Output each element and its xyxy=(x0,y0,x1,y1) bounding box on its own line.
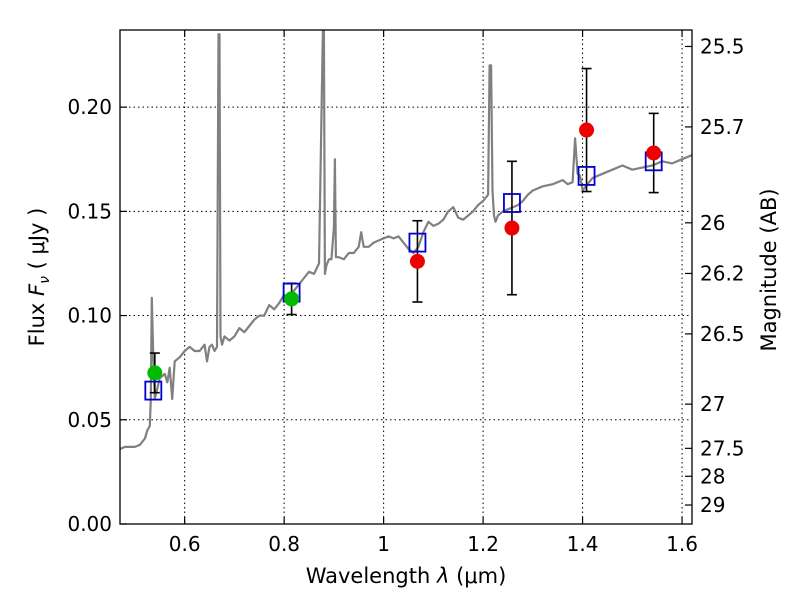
points-layer xyxy=(144,67,663,401)
ticks xyxy=(120,30,692,525)
grid xyxy=(120,30,692,525)
plot-frame xyxy=(119,29,693,525)
model-square xyxy=(408,232,427,253)
y-tick-label: 0.00 xyxy=(67,512,112,536)
x-tick-label: 1.6 xyxy=(666,532,698,556)
y-tick-label: 0.20 xyxy=(67,95,112,119)
spectrum-layer xyxy=(120,30,692,451)
right-tick-label: 27 xyxy=(700,392,725,416)
right-tick-label: 26.5 xyxy=(700,322,745,346)
data-point xyxy=(409,253,425,269)
y-axis-symbol: F xyxy=(25,283,49,296)
x-axis-symbol: λ xyxy=(436,564,449,588)
x-tick-label: 0.8 xyxy=(268,532,300,556)
model-square xyxy=(144,380,163,401)
data-point xyxy=(284,291,300,307)
right-tick-label: 26.2 xyxy=(700,261,745,285)
x-tick-label: 1 xyxy=(377,532,390,556)
right-tick-label: 25.7 xyxy=(700,115,745,139)
y-axis-label: Flux Fν ( μJy ) xyxy=(25,208,53,347)
y-tick-label: 0.05 xyxy=(67,408,112,432)
model-square xyxy=(503,193,521,213)
right-tick-label: 28 xyxy=(700,464,725,488)
y-tick-label: 0.10 xyxy=(67,304,112,328)
model-square xyxy=(577,166,596,186)
data-point xyxy=(579,122,595,138)
x-tick-label: 1.4 xyxy=(567,532,599,556)
x-tick-label: 1.2 xyxy=(467,532,499,556)
right-tick-label: 29 xyxy=(700,493,725,517)
y-axis-subscript: ν xyxy=(37,276,53,284)
data-point xyxy=(646,145,662,161)
tick-labels: 0.6 0.8 1 1.2 1.4 1.6 0.00 0.05 0.10 0.15 0.20 25.5… xyxy=(67,34,744,556)
y-tick-label: 0.15 xyxy=(67,199,112,223)
data-point xyxy=(147,365,163,381)
x-axis-label: Wavelength λ (μm) xyxy=(306,564,507,588)
data-point xyxy=(504,220,520,236)
right-tick-label: 26 xyxy=(700,211,725,235)
right-tick-label: 27.5 xyxy=(700,436,745,460)
right-tick-label: 25.5 xyxy=(700,34,745,58)
x-tick-label: 0.6 xyxy=(169,532,201,556)
spectrum-line xyxy=(120,30,692,451)
right-axis-label: Magnitude (AB) xyxy=(757,188,781,351)
